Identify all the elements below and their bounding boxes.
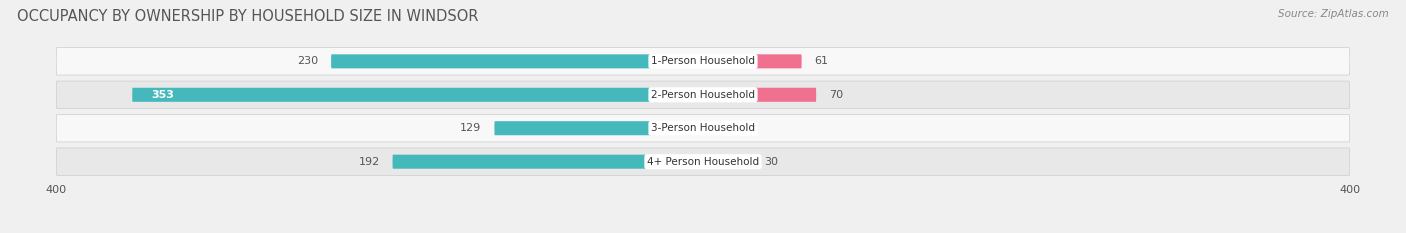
Text: 192: 192 <box>359 157 380 167</box>
FancyBboxPatch shape <box>56 148 1350 175</box>
FancyBboxPatch shape <box>392 155 703 169</box>
FancyBboxPatch shape <box>332 54 703 68</box>
Text: 3-Person Household: 3-Person Household <box>651 123 755 133</box>
Text: 70: 70 <box>830 90 844 100</box>
FancyBboxPatch shape <box>703 54 801 68</box>
Text: 230: 230 <box>297 56 318 66</box>
FancyBboxPatch shape <box>56 48 1350 75</box>
FancyBboxPatch shape <box>495 121 703 135</box>
Text: 129: 129 <box>460 123 481 133</box>
Text: 2-Person Household: 2-Person Household <box>651 90 755 100</box>
Text: 61: 61 <box>814 56 828 66</box>
Text: 30: 30 <box>765 157 779 167</box>
Text: 353: 353 <box>152 90 174 100</box>
FancyBboxPatch shape <box>703 121 721 135</box>
FancyBboxPatch shape <box>132 88 703 102</box>
Text: OCCUPANCY BY OWNERSHIP BY HOUSEHOLD SIZE IN WINDSOR: OCCUPANCY BY OWNERSHIP BY HOUSEHOLD SIZE… <box>17 9 478 24</box>
Text: 4+ Person Household: 4+ Person Household <box>647 157 759 167</box>
FancyBboxPatch shape <box>703 155 751 169</box>
Text: 11: 11 <box>734 123 748 133</box>
FancyBboxPatch shape <box>56 81 1350 109</box>
Text: Source: ZipAtlas.com: Source: ZipAtlas.com <box>1278 9 1389 19</box>
Legend: Owner-occupied, Renter-occupied: Owner-occupied, Renter-occupied <box>582 230 824 233</box>
FancyBboxPatch shape <box>703 88 815 102</box>
Text: 1-Person Household: 1-Person Household <box>651 56 755 66</box>
FancyBboxPatch shape <box>56 114 1350 142</box>
